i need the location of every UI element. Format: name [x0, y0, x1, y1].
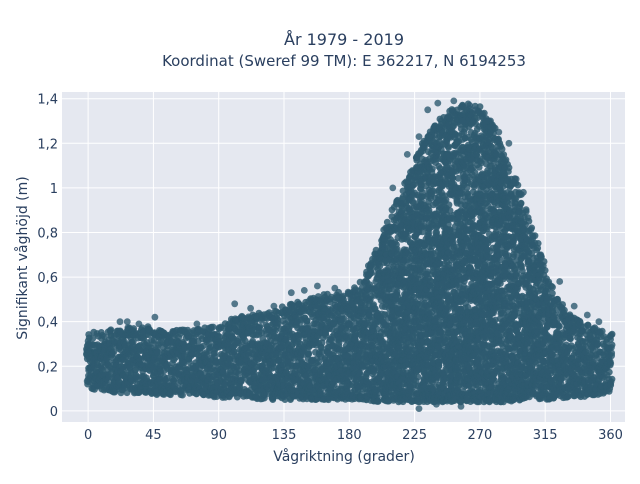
- scatter-point: [394, 288, 401, 295]
- scatter-point: [375, 398, 382, 405]
- scatter-point: [415, 374, 422, 381]
- scatter-point: [210, 324, 217, 331]
- scatter-point: [436, 362, 443, 369]
- scatter-point: [305, 350, 312, 357]
- chart-subtitle: Koordinat (Sweref 99 TM): E 362217, N 61…: [162, 52, 526, 70]
- scatter-point: [368, 270, 375, 277]
- scatter-point: [445, 143, 452, 150]
- chart-title: År 1979 - 2019: [284, 30, 404, 49]
- scatter-point: [446, 201, 453, 208]
